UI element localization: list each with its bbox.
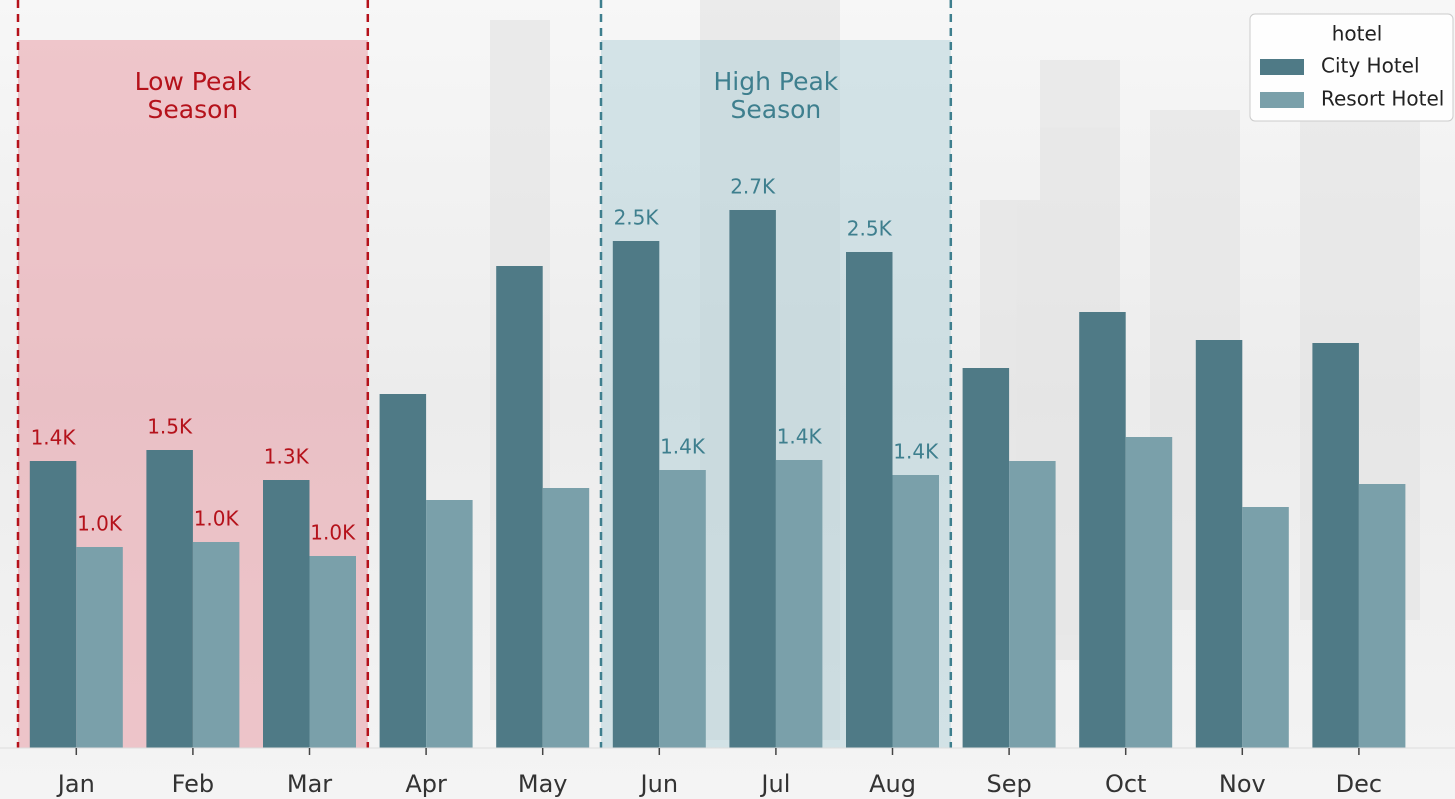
legend: hotel City Hotel Resort Hotel bbox=[1249, 13, 1454, 122]
bar bbox=[1079, 312, 1126, 748]
bar bbox=[892, 475, 939, 748]
legend-swatch bbox=[1260, 59, 1304, 75]
x-tick-label: Jun bbox=[639, 770, 679, 798]
value-label: 2.5K bbox=[614, 206, 660, 230]
value-label: 1.0K bbox=[310, 521, 356, 545]
x-tick-label: Sep bbox=[986, 770, 1031, 798]
value-label: 1.5K bbox=[147, 415, 193, 439]
region-label: High Peak bbox=[714, 67, 839, 96]
bar bbox=[29, 461, 77, 748]
value-label: 1.4K bbox=[660, 435, 706, 459]
region-label: Low Peak bbox=[135, 67, 252, 96]
legend-label: Resort Hotel bbox=[1321, 87, 1444, 111]
value-label: 1.4K bbox=[893, 440, 939, 464]
x-tick-label: Nov bbox=[1219, 770, 1266, 798]
legend-title: hotel bbox=[1332, 22, 1383, 46]
bar bbox=[1312, 343, 1359, 748]
bar bbox=[729, 210, 776, 748]
value-label: 1.0K bbox=[194, 507, 240, 531]
bar bbox=[192, 542, 240, 748]
bar bbox=[1358, 484, 1406, 748]
value-label: 2.7K bbox=[730, 175, 776, 199]
value-label: 2.5K bbox=[847, 217, 893, 241]
bar bbox=[1242, 507, 1289, 748]
region-label: Season bbox=[731, 95, 822, 124]
bar bbox=[496, 266, 543, 748]
bar bbox=[426, 500, 473, 748]
x-tick-label: Jul bbox=[759, 770, 790, 798]
x-tick-label: Mar bbox=[287, 770, 332, 798]
value-label: 1.3K bbox=[264, 445, 310, 469]
x-tick-label: Jan bbox=[56, 770, 95, 798]
bar bbox=[775, 460, 823, 748]
bar bbox=[659, 470, 706, 748]
value-label: 1.0K bbox=[77, 512, 123, 536]
value-label: 1.4K bbox=[31, 426, 77, 450]
bar bbox=[1195, 340, 1243, 748]
bar bbox=[542, 488, 590, 748]
bar bbox=[846, 252, 893, 748]
bar bbox=[146, 450, 193, 748]
bar bbox=[309, 556, 356, 748]
legend-swatch bbox=[1260, 92, 1304, 108]
bar bbox=[612, 241, 660, 748]
legend-label: City Hotel bbox=[1321, 54, 1420, 78]
bar bbox=[1125, 437, 1173, 748]
region-label: Season bbox=[148, 95, 239, 124]
x-tick-label: Apr bbox=[405, 770, 447, 798]
value-label: 1.4K bbox=[777, 425, 823, 449]
bar bbox=[76, 547, 123, 748]
bar bbox=[379, 394, 427, 748]
bar bbox=[1009, 461, 1056, 748]
x-tick-label: Aug bbox=[869, 770, 916, 798]
bar bbox=[962, 368, 1010, 748]
bar bbox=[263, 480, 310, 748]
x-tick-label: Dec bbox=[1336, 770, 1382, 798]
x-tick-label: Oct bbox=[1105, 770, 1147, 798]
x-tick-label: May bbox=[518, 770, 568, 798]
x-tick-label: Feb bbox=[172, 770, 215, 798]
